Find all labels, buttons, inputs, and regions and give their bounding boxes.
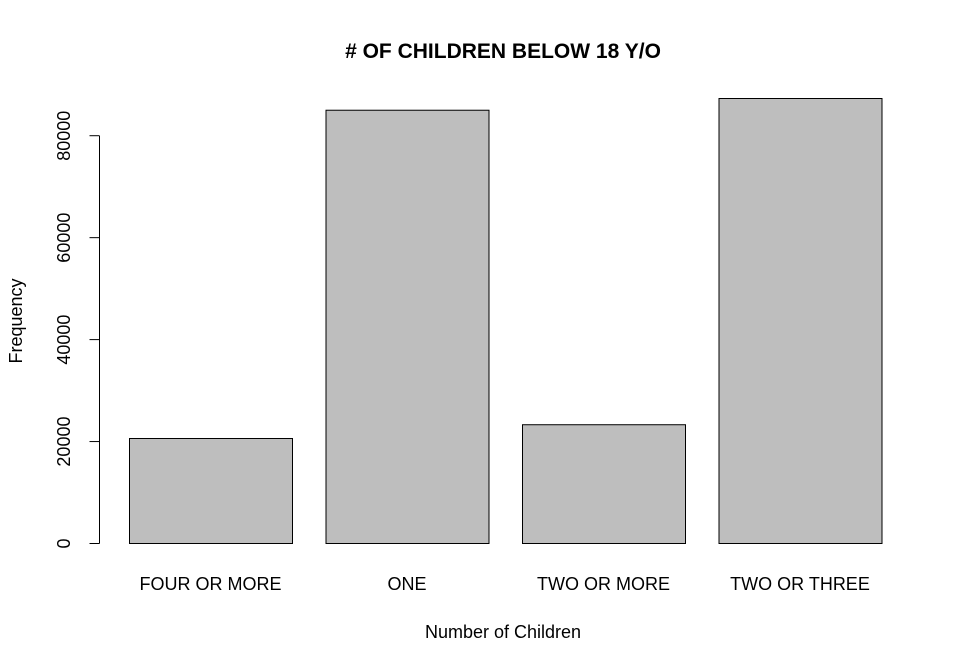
y-tick-label: 60000 <box>54 213 74 263</box>
x-tick-label: ONE <box>387 574 426 594</box>
chart-title: # OF CHILDREN BELOW 18 Y/O <box>345 40 661 63</box>
x-tick-label: FOUR OR MORE <box>140 574 282 594</box>
bar-two-or-three <box>718 98 883 544</box>
y-axis-title: Frequency <box>6 278 26 363</box>
bar-one <box>325 109 490 544</box>
y-tick-label: 40000 <box>54 315 74 365</box>
bar-four-or-more <box>129 437 293 544</box>
x-tick-label: TWO OR THREE <box>730 574 870 594</box>
bars-group <box>129 98 883 544</box>
y-axis: 0 20000 40000 60000 80000 <box>54 111 100 549</box>
y-tick-label: 80000 <box>54 111 74 161</box>
x-axis-title: Number of Children <box>425 622 581 642</box>
y-tick-label: 20000 <box>54 417 74 467</box>
y-tick-label: 0 <box>54 538 74 548</box>
x-tick-label: TWO OR MORE <box>537 574 670 594</box>
x-axis-labels: FOUR OR MORE ONE TWO OR MORE TWO OR THREE <box>140 574 870 594</box>
bar-two-or-more <box>522 424 686 544</box>
